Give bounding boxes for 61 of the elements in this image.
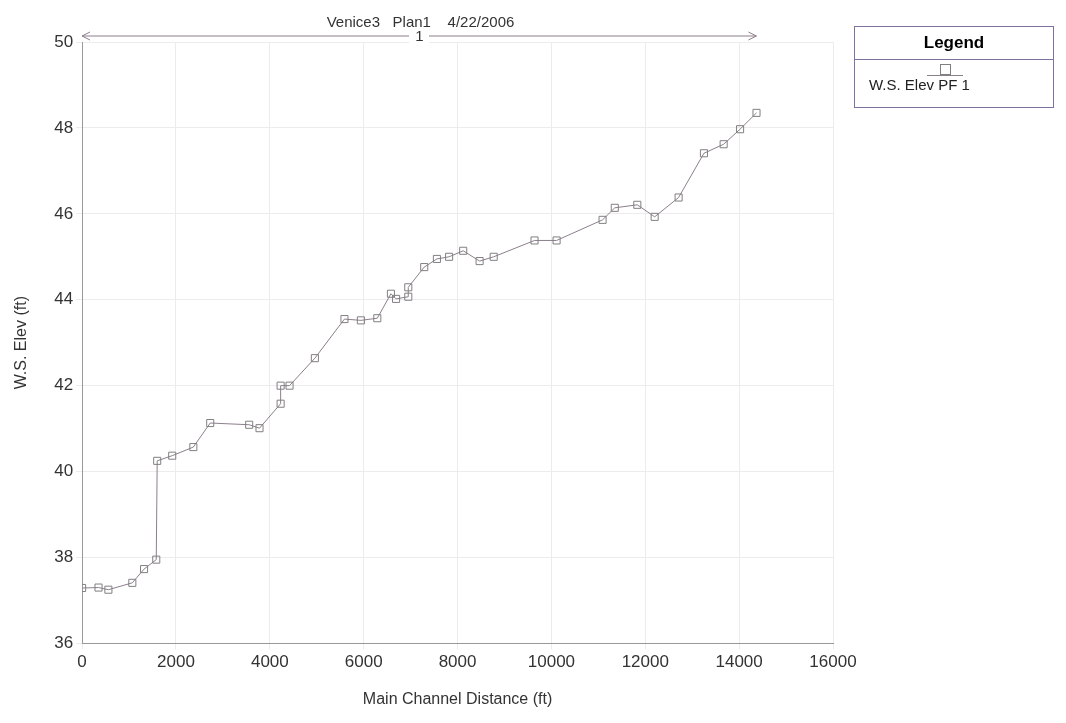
point <box>610 203 619 212</box>
legend-label: W.S. Elev PF 1 <box>868 76 971 93</box>
point <box>94 583 103 592</box>
point <box>310 354 319 363</box>
x-tick-label: 0 <box>77 652 87 672</box>
y-tick-label: 46 <box>54 203 74 223</box>
point <box>598 215 607 224</box>
point <box>276 399 285 408</box>
point <box>189 443 198 452</box>
point <box>140 565 149 574</box>
legend-title: Legend <box>855 27 1053 60</box>
point <box>674 193 683 202</box>
point <box>719 140 728 149</box>
point <box>432 254 441 263</box>
y-tick-label: 40 <box>54 461 74 481</box>
point <box>276 381 285 390</box>
point <box>420 263 429 272</box>
point <box>153 456 162 465</box>
point <box>104 585 113 594</box>
point <box>445 252 454 261</box>
point <box>489 252 498 261</box>
point <box>530 236 539 245</box>
point <box>373 314 382 323</box>
point <box>404 283 413 292</box>
annotation: 1 <box>409 27 430 45</box>
point <box>650 212 659 221</box>
point <box>128 578 137 587</box>
point <box>168 451 177 460</box>
point <box>752 108 761 117</box>
point <box>356 316 365 325</box>
point <box>255 424 264 433</box>
x-tick-label: 8000 <box>438 652 477 672</box>
point <box>475 257 484 266</box>
point <box>736 125 745 134</box>
y-tick-label: 38 <box>54 547 74 567</box>
point <box>459 246 468 255</box>
x-axis-title: Main Channel Distance (ft) <box>362 689 553 707</box>
point <box>386 289 395 298</box>
x-tick-label: 2000 <box>157 652 195 672</box>
y-axis-title: W.S. Elev (ft) <box>12 296 30 390</box>
point <box>699 149 708 158</box>
point <box>340 315 349 324</box>
point <box>392 294 401 303</box>
x-tick-label: 14000 <box>715 652 763 672</box>
x-tick-label: 6000 <box>344 652 383 672</box>
y-tick-label: 42 <box>54 375 74 395</box>
y-tick-label: 50 <box>54 31 74 51</box>
point <box>633 200 642 209</box>
point <box>552 236 561 245</box>
y-tick-label: 48 <box>54 117 74 137</box>
x-tick-label: 12000 <box>621 652 669 672</box>
point <box>285 381 294 390</box>
x-tick-label: 4000 <box>250 652 289 672</box>
x-tick-label: 16000 <box>809 652 857 672</box>
y-tick-label: 44 <box>54 289 74 309</box>
point <box>206 418 215 428</box>
point <box>245 420 254 429</box>
x-tick-label: 10000 <box>527 652 576 672</box>
y-tick-label: 36 <box>54 633 74 653</box>
point <box>152 555 161 564</box>
point <box>404 292 413 301</box>
